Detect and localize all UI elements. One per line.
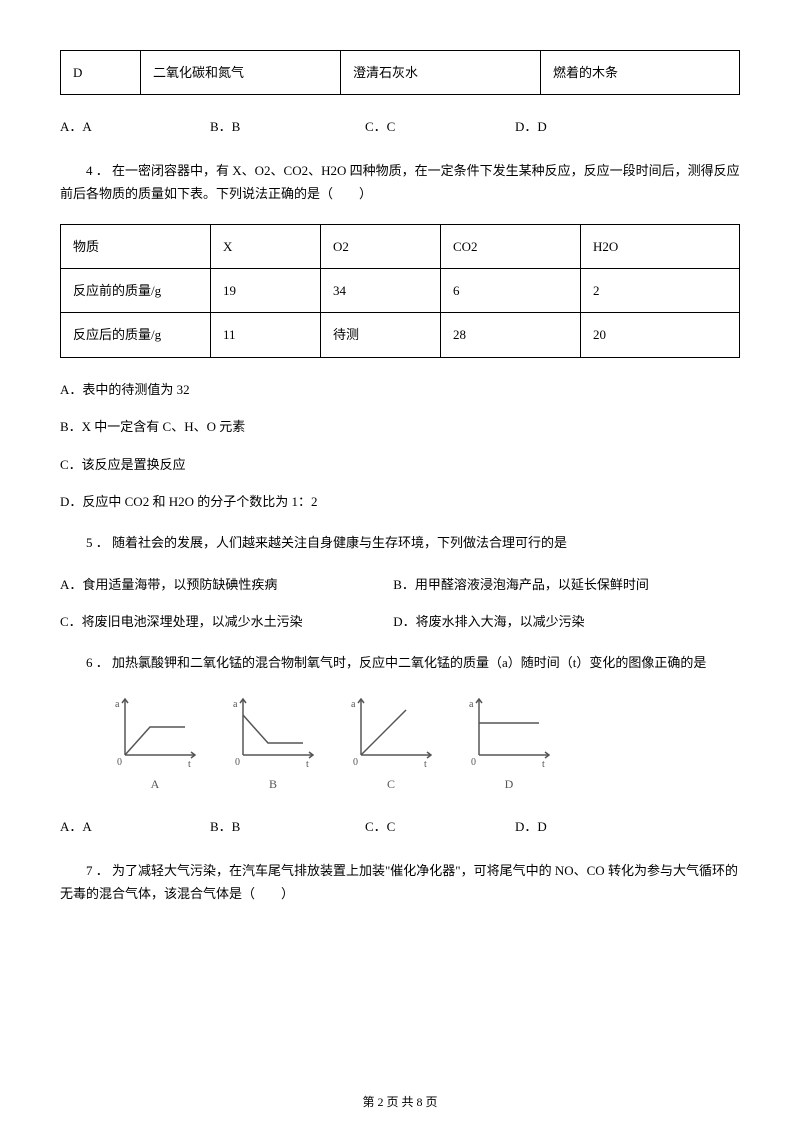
table-mixture: D 二氧化碳和氮气 澄清石灰水 燃着的木条 (60, 50, 740, 95)
axis-x-label: t (424, 759, 427, 770)
cell: 物质 (61, 224, 211, 268)
question-4: 4 ． 在一密闭容器中，有 X、O2、CO2、H2O 四种物质，在一定条件下发生… (60, 159, 740, 206)
page-footer: 第 2 页 共 8 页 (0, 1092, 800, 1114)
chart-c: a 0 t C (346, 695, 436, 796)
table-row: 反应后的质量/g 11 待测 28 20 (61, 313, 740, 357)
axis-x-label: t (188, 759, 191, 770)
cell: CO2 (441, 224, 581, 268)
chart-b-svg: a 0 t (228, 695, 318, 770)
cell: 反应前的质量/g (61, 268, 211, 312)
table-mass: 物质 X O2 CO2 H2O 反应前的质量/g 19 34 6 2 反应后的质… (60, 224, 740, 358)
option-b: B．B (210, 815, 365, 838)
cell: H2O (581, 224, 740, 268)
options-row-2: A．A B．B C．C D．D (60, 815, 740, 838)
chart-a: a 0 t A (110, 695, 200, 796)
chart-label-d: D (505, 774, 514, 796)
q5-options-row1: A．食用适量海带，以预防缺碘性疾病 B．用甲醛溶液浸泡海产品，以延长保鲜时间 (60, 573, 740, 596)
chart-c-svg: a 0 t (346, 695, 436, 770)
option-a: A．A (60, 815, 210, 838)
cell: 34 (321, 268, 441, 312)
chart-label-b: B (269, 774, 277, 796)
cell: X (211, 224, 321, 268)
table-row: D 二氧化碳和氮气 澄清石灰水 燃着的木条 (61, 51, 740, 95)
origin-label: 0 (235, 757, 240, 768)
axis-x-label: t (542, 759, 545, 770)
origin-label: 0 (117, 757, 122, 768)
option-c: C．C (365, 115, 515, 138)
question-5: 5 ． 随着社会的发展，人们越来越关注自身健康与生存环境，下列做法合理可行的是 (60, 531, 740, 554)
option-d: D．D (515, 115, 665, 138)
cell: O2 (321, 224, 441, 268)
cell: 待测 (321, 313, 441, 357)
table-row: 反应前的质量/g 19 34 6 2 (61, 268, 740, 312)
cell: 20 (581, 313, 740, 357)
cell: 燃着的木条 (541, 51, 740, 95)
cell: 19 (211, 268, 321, 312)
table-row: 物质 X O2 CO2 H2O (61, 224, 740, 268)
cell: 28 (441, 313, 581, 357)
chart-a-svg: a 0 t (110, 695, 200, 770)
cell: 反应后的质量/g (61, 313, 211, 357)
chart-label-c: C (387, 774, 395, 796)
origin-label: 0 (353, 757, 358, 768)
origin-label: 0 (471, 757, 476, 768)
option-b: B．B (210, 115, 365, 138)
q5-options-row2: C．将废旧电池深埋处理，以减少水土污染 D．将废水排入大海，以减少污染 (60, 610, 740, 633)
q4-option-d: D．反应中 CO2 和 H2O 的分子个数比为 1：2 (60, 490, 740, 513)
chart-d-svg: a 0 t (464, 695, 554, 770)
q5-option-a: A．食用适量海带，以预防缺碘性疾病 (60, 573, 390, 596)
options-row-1: A．A B．B C．C D．D (60, 115, 740, 138)
chart-b: a 0 t B (228, 695, 318, 796)
chart-label-a: A (151, 774, 160, 796)
q4-option-b: B．X 中一定含有 C、H、O 元素 (60, 415, 740, 438)
axis-y-label: a (351, 699, 356, 710)
chart-d: a 0 t D (464, 695, 554, 796)
axis-y-label: a (115, 699, 120, 710)
cell: 二氧化碳和氮气 (141, 51, 341, 95)
cell: 6 (441, 268, 581, 312)
q4-option-a: A．表中的待测值为 32 (60, 378, 740, 401)
charts-row: a 0 t A a 0 t B a 0 t C (110, 695, 740, 796)
cell: 11 (211, 313, 321, 357)
question-6: 6 ． 加热氯酸钾和二氧化锰的混合物制氧气时，反应中二氧化锰的质量（a）随时间（… (60, 651, 740, 674)
q5-option-b: B．用甲醛溶液浸泡海产品，以延长保鲜时间 (393, 573, 649, 596)
cell: 2 (581, 268, 740, 312)
option-d: D．D (515, 815, 665, 838)
cell: 澄清石灰水 (341, 51, 541, 95)
option-c: C．C (365, 815, 515, 838)
question-7: 7 ． 为了减轻大气污染，在汽车尾气排放装置上加装"催化净化器"，可将尾气中的 … (60, 859, 740, 906)
axis-y-label: a (233, 699, 238, 710)
q5-option-c: C．将废旧电池深埋处理，以减少水土污染 (60, 610, 390, 633)
q4-option-c: C．该反应是置换反应 (60, 453, 740, 476)
q5-option-d: D．将废水排入大海，以减少污染 (393, 610, 584, 633)
axis-y-label: a (469, 699, 474, 710)
option-a: A．A (60, 115, 210, 138)
axis-x-label: t (306, 759, 309, 770)
cell: D (61, 51, 141, 95)
